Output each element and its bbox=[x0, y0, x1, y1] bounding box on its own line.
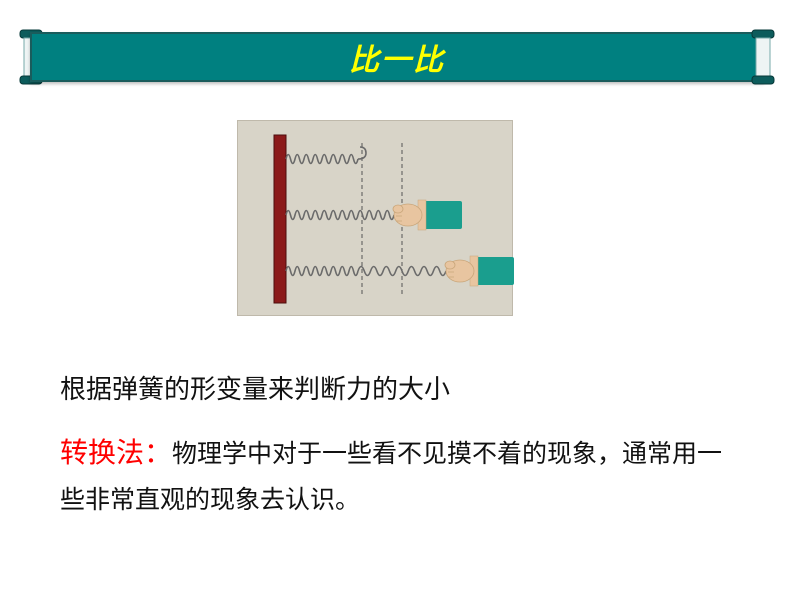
title-banner: 比一比 bbox=[14, 28, 780, 86]
scroll-cap-right-icon bbox=[746, 28, 780, 86]
banner-bar: 比一比 bbox=[30, 32, 764, 82]
banner-title: 比一比 bbox=[349, 35, 445, 79]
method-highlight: 转换法： bbox=[60, 438, 172, 469]
statement-line: 根据弹簧的形变量来判断力的大小 bbox=[60, 368, 734, 412]
statement-text: 根据弹簧的形变量来判断力的大小 bbox=[60, 375, 450, 404]
spring-diagram bbox=[237, 120, 513, 316]
spring-diagram-svg bbox=[238, 121, 514, 317]
method-paragraph: 转换法：物理学中对于一些看不见摸不着的现象，通常用一些非常直观的现象去认识。 bbox=[60, 430, 734, 522]
